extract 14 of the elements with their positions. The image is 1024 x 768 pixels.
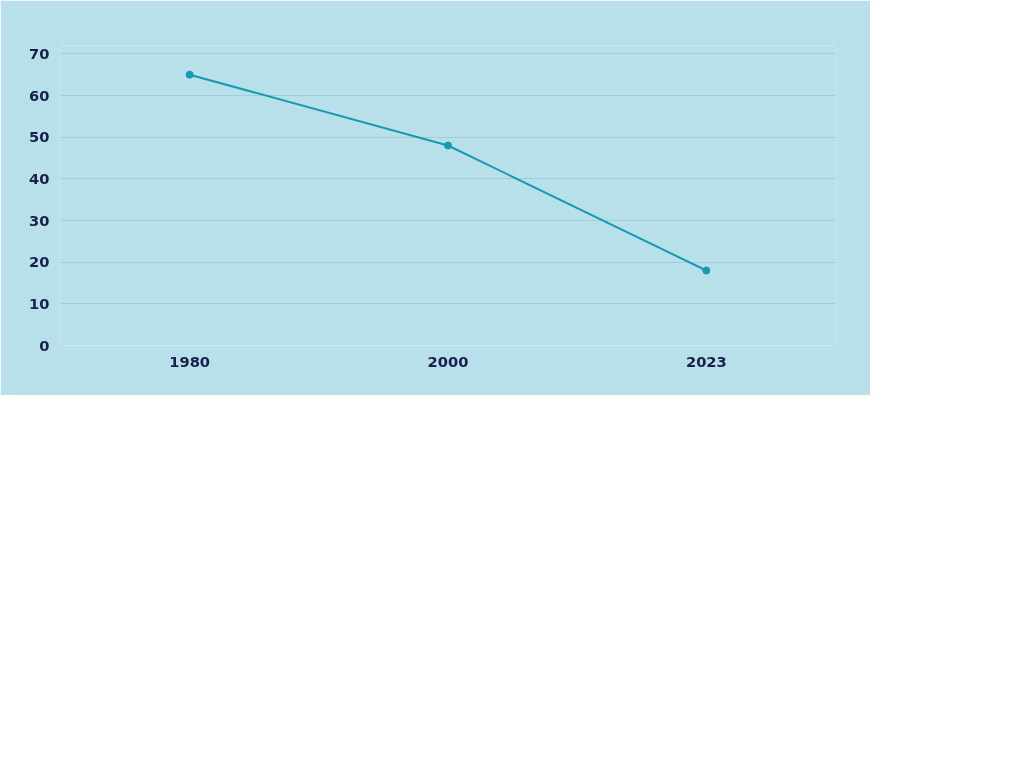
y-tick-label: 70 bbox=[29, 44, 50, 62]
y-tick-label: 30 bbox=[29, 211, 50, 229]
x-tick-label: 2023 bbox=[685, 352, 727, 370]
y-tick-label: 60 bbox=[29, 86, 50, 104]
point bbox=[702, 266, 711, 275]
y-tick-label: 0 bbox=[39, 336, 50, 354]
x-tick-label: 2000 bbox=[427, 352, 469, 370]
point bbox=[444, 141, 452, 150]
y-tick-label: 50 bbox=[29, 128, 50, 146]
x-tick-label: 1980 bbox=[169, 352, 211, 370]
point bbox=[185, 70, 194, 79]
y-tick-label: 10 bbox=[29, 294, 50, 312]
y-tick-label: 20 bbox=[29, 253, 50, 271]
y-tick-label: 40 bbox=[29, 169, 50, 187]
